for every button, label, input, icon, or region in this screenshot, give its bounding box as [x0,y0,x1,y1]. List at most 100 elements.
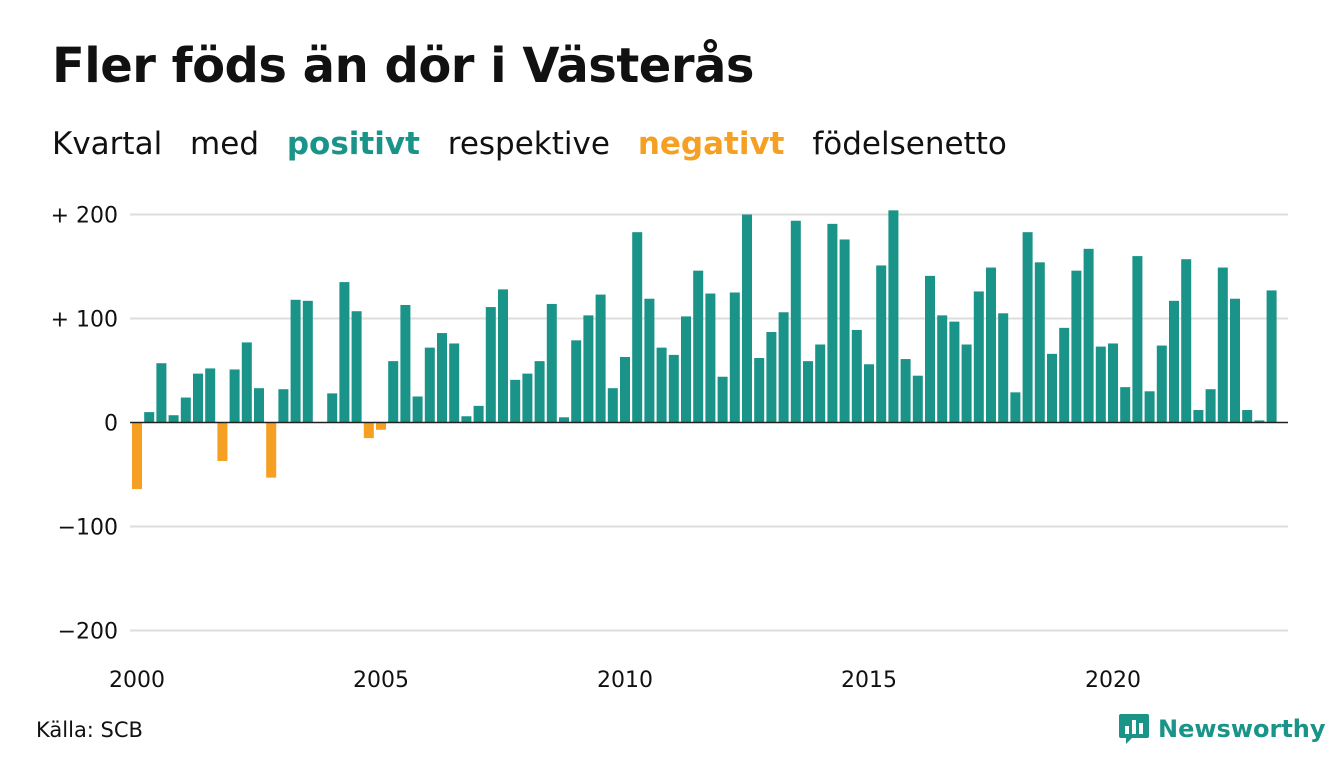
bar-positive [827,223,838,423]
bar-positive [632,232,643,423]
bar-positive [924,275,936,423]
bar-positive [241,342,252,423]
bar-positive [571,340,582,423]
subtitle-negative-label: negativt [637,126,785,162]
subtitle-word-fodelsenetto: födelsenetto [812,126,1007,162]
bar-positive [985,267,997,423]
subtitle-word-respektive: respektive [447,126,610,162]
bar-positive [851,329,862,423]
bar-positive [290,299,301,423]
bar-chart-speech-bubble-icon [1119,714,1149,744]
bar-positive [656,347,667,423]
bar-positive [1229,298,1241,423]
bar-positive [1168,300,1180,423]
y-tick-label: −200 [58,620,118,645]
bar-positive [900,359,911,423]
bar-positive [522,373,533,423]
bar-positive [412,396,423,423]
bar-positive [741,214,753,423]
bar-positive [705,293,716,423]
bar-positive [424,347,435,423]
bar-positive [1120,387,1131,423]
bar-positive [693,270,704,423]
bar-positive [278,389,289,423]
bar-positive [766,332,777,423]
bar-positive [327,393,338,423]
x-tick-label: 2010 [597,668,653,693]
bar-positive [339,282,350,423]
subtitle-word-med: med [190,126,259,162]
bar-positive [607,388,618,423]
bar-positive [583,315,594,423]
bar-positive [754,358,765,423]
bar-positive [790,220,801,423]
x-tick-label: 2020 [1085,668,1141,693]
bar-positive [961,344,972,423]
bar-positive [644,298,655,423]
bar-positive [302,300,313,423]
bar-positive [205,368,216,423]
bar-negative [375,422,387,430]
bar-positive [729,292,740,423]
y-tick-label: + 100 [51,308,118,333]
bar-positive [461,416,472,423]
bar-positive [400,304,411,423]
x-tick-label: 2000 [109,668,165,693]
bar-positive [168,415,179,423]
bar-positive [436,333,448,423]
bar-positive [802,361,814,423]
bar-positive [1181,259,1192,423]
bar-positive [1083,248,1094,423]
bar-positive [1107,343,1119,423]
bar-positive [253,388,265,423]
bar-positive [1144,391,1155,423]
bar-positive [351,311,362,423]
bar-positive [1071,270,1082,423]
bar-positive [1022,232,1033,423]
bar-positive [144,412,155,423]
bar-positive [1132,256,1143,423]
bar-positive [839,239,850,423]
bar-positive [815,344,826,423]
bar-positive [229,369,240,423]
bar-positive [156,363,167,423]
bar-positive [888,210,899,423]
bar-positive [1034,262,1045,423]
bar-positive [388,361,399,423]
bar-negative [131,422,143,490]
bar-positive [1217,267,1228,423]
brand-logo: Newsworthy [1118,712,1326,746]
bar-positive [473,405,484,423]
brand-name: Newsworthy [1158,715,1326,743]
bar-negative [363,422,374,439]
bar-positive [863,364,875,423]
bar-positive [180,397,191,423]
bar-positive [1010,392,1021,423]
bar-positive [1266,290,1277,423]
bar-positive [595,294,606,423]
bar-positive [876,265,887,423]
y-tick-label: + 200 [51,204,118,229]
bar-positive [998,313,1009,423]
bar-positive [1046,353,1058,423]
bar-positive [546,303,557,423]
bar-positive [510,379,521,423]
bar-positive [1205,389,1216,423]
x-tick-label: 2015 [841,668,897,693]
bar-positive [534,361,545,423]
subtitle-word-kvartal: Kvartal [52,126,163,162]
bar-positive [680,316,692,423]
y-tick-label: −100 [58,516,118,541]
bar-positive [1254,420,1265,423]
x-tick-label: 2005 [353,668,409,693]
bar-positive [449,343,460,423]
bar-positive [973,291,984,423]
bar-positive [949,321,960,423]
bar-positive [192,373,204,423]
bar-positive [497,289,509,423]
bar-positive [1059,327,1070,423]
bar-positive [912,375,923,423]
bar-positive [619,356,631,423]
bar-negative [266,422,277,478]
